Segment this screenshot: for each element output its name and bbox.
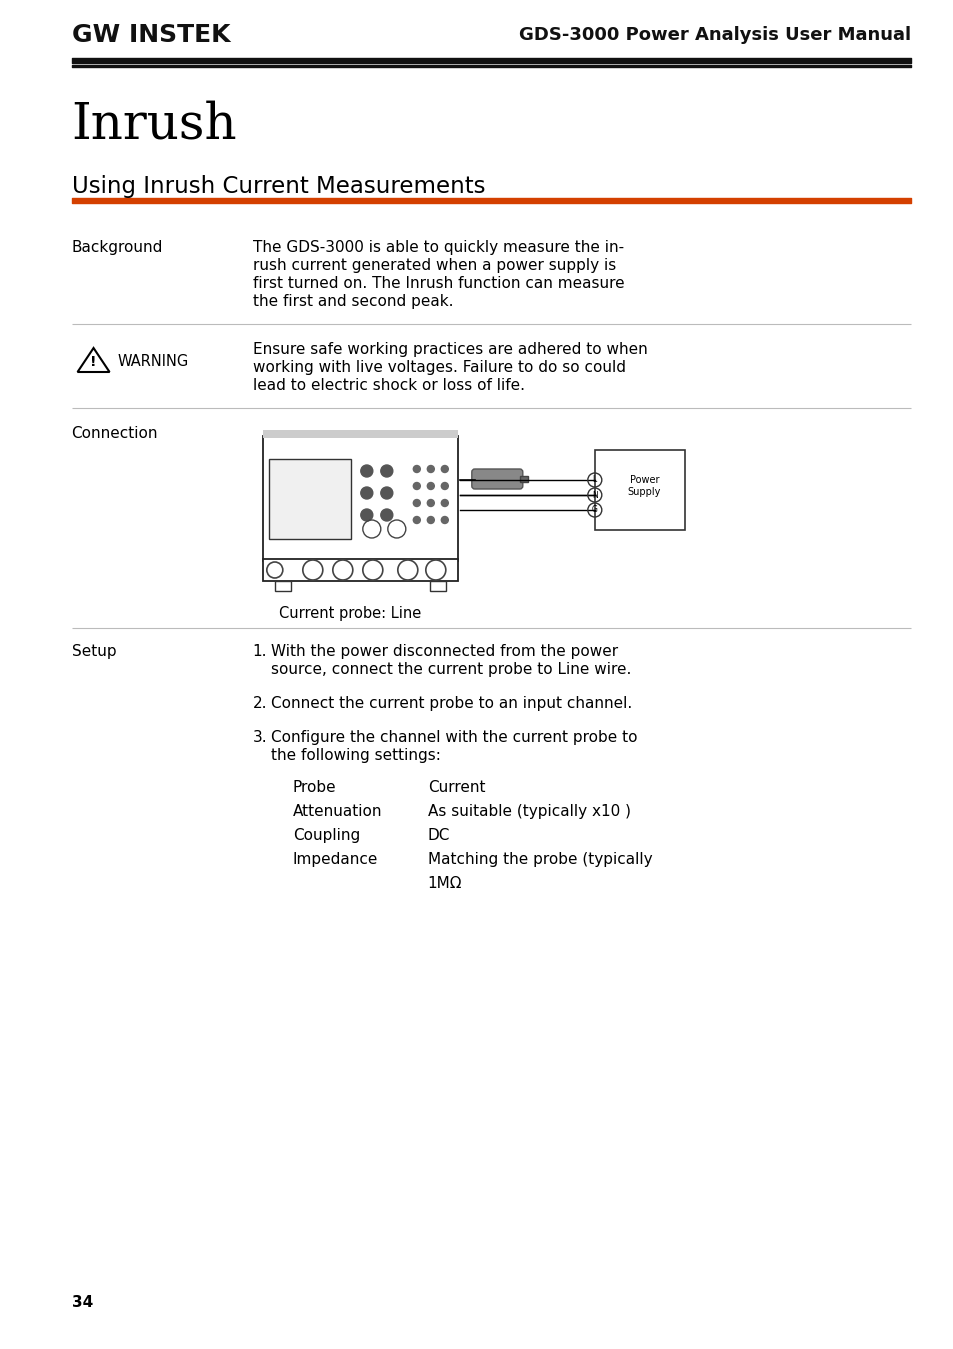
- Text: Power
Supply: Power Supply: [627, 475, 660, 498]
- Text: Coupling: Coupling: [293, 828, 359, 843]
- Text: the following settings:: the following settings:: [271, 747, 440, 764]
- Circle shape: [441, 499, 448, 506]
- Text: The GDS-3000 is able to quickly measure the in-: The GDS-3000 is able to quickly measure …: [253, 240, 623, 255]
- Text: Using Inrush Current Measurements: Using Inrush Current Measurements: [71, 175, 484, 198]
- Circle shape: [441, 465, 448, 472]
- Text: Attenuation: Attenuation: [293, 804, 382, 819]
- Text: DC: DC: [427, 828, 450, 843]
- Text: Configure the channel with the current probe to: Configure the channel with the current p…: [271, 730, 637, 745]
- Circle shape: [380, 487, 393, 499]
- Text: Current probe: Line: Current probe: Line: [279, 606, 421, 621]
- Circle shape: [427, 499, 434, 506]
- Circle shape: [360, 487, 373, 499]
- Circle shape: [380, 509, 393, 521]
- Text: Setup: Setup: [71, 643, 116, 660]
- Text: source, connect the current probe to Line wire.: source, connect the current probe to Lin…: [271, 662, 631, 677]
- Text: GDS-3000 Power Analysis User Manual: GDS-3000 Power Analysis User Manual: [518, 26, 910, 45]
- Circle shape: [413, 499, 420, 506]
- Circle shape: [441, 517, 448, 523]
- Circle shape: [427, 517, 434, 523]
- Text: 2.: 2.: [253, 696, 267, 711]
- Circle shape: [360, 465, 373, 478]
- FancyBboxPatch shape: [430, 581, 445, 591]
- Text: Background: Background: [71, 240, 163, 255]
- FancyBboxPatch shape: [519, 476, 527, 482]
- Text: L: L: [592, 475, 597, 484]
- Text: Ensure safe working practices are adhered to when: Ensure safe working practices are adhere…: [253, 343, 647, 357]
- Circle shape: [427, 483, 434, 490]
- FancyBboxPatch shape: [262, 558, 457, 581]
- Text: N: N: [591, 491, 598, 499]
- Text: 3.: 3.: [253, 730, 267, 745]
- Text: WARNING: WARNING: [117, 353, 189, 370]
- Text: first turned on. The Inrush function can measure: first turned on. The Inrush function can…: [253, 277, 624, 291]
- Circle shape: [413, 465, 420, 472]
- Text: lead to electric shock or loss of life.: lead to electric shock or loss of life.: [253, 378, 524, 393]
- FancyBboxPatch shape: [262, 430, 457, 438]
- Circle shape: [380, 465, 393, 478]
- Text: 1.: 1.: [253, 643, 267, 660]
- FancyBboxPatch shape: [594, 451, 684, 530]
- FancyBboxPatch shape: [274, 581, 291, 591]
- Text: the first and second peak.: the first and second peak.: [253, 294, 453, 309]
- Text: Probe: Probe: [293, 780, 336, 795]
- Circle shape: [441, 483, 448, 490]
- Circle shape: [413, 517, 420, 523]
- Text: G: G: [591, 506, 598, 514]
- FancyBboxPatch shape: [472, 469, 522, 488]
- Text: Connect the current probe to an input channel.: Connect the current probe to an input ch…: [271, 696, 632, 711]
- Text: With the power disconnected from the power: With the power disconnected from the pow…: [271, 643, 618, 660]
- FancyBboxPatch shape: [262, 436, 457, 561]
- Circle shape: [427, 465, 434, 472]
- Text: Connection: Connection: [71, 426, 158, 441]
- Text: Current: Current: [427, 780, 485, 795]
- Text: Impedance: Impedance: [293, 853, 377, 867]
- FancyBboxPatch shape: [269, 459, 351, 540]
- Text: Inrush: Inrush: [71, 100, 237, 150]
- Circle shape: [360, 509, 373, 521]
- Text: !: !: [91, 355, 96, 370]
- Text: 34: 34: [71, 1295, 92, 1310]
- Text: working with live voltages. Failure to do so could: working with live voltages. Failure to d…: [253, 360, 625, 375]
- Text: 1MΩ: 1MΩ: [427, 876, 462, 890]
- Text: rush current generated when a power supply is: rush current generated when a power supp…: [253, 258, 616, 272]
- Circle shape: [413, 483, 420, 490]
- Text: As suitable (typically x10 ): As suitable (typically x10 ): [427, 804, 630, 819]
- Text: GW INSTEK: GW INSTEK: [71, 23, 230, 47]
- Text: Matching the probe (typically: Matching the probe (typically: [427, 853, 652, 867]
